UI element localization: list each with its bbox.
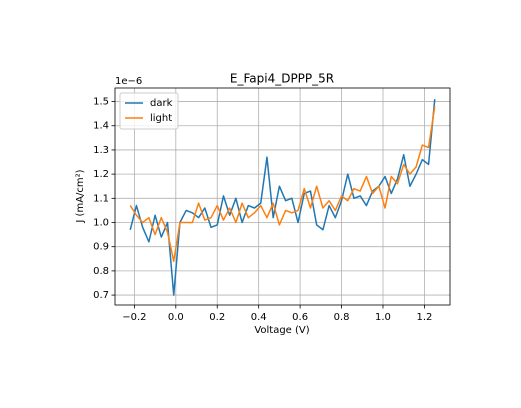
y-tick-label: 1.0	[93, 218, 109, 229]
legend-label: dark	[150, 98, 173, 109]
y-tick-label: 1.4	[93, 121, 109, 132]
x-tick-label: −0.2	[122, 312, 146, 323]
x-tick-label: 0.2	[209, 312, 225, 323]
y-tick-label: 0.7	[93, 290, 109, 301]
x-tick-label: 0.0	[168, 312, 184, 323]
x-tick-label: 1.0	[375, 312, 391, 323]
x-tick-label: 0.8	[334, 312, 350, 323]
data-line	[129, 106, 436, 262]
y-axis-label: J (mA/cm²)	[75, 169, 86, 223]
y-tick-label: 0.9	[93, 242, 109, 253]
y-offset-label: 1e−6	[115, 76, 142, 87]
data-line	[129, 99, 436, 296]
x-tick-label: 0.6	[292, 312, 308, 323]
y-tick-label: 1.3	[93, 145, 109, 156]
legend-box	[119, 92, 179, 130]
x-axis-label: Voltage (V)	[254, 325, 309, 336]
x-tick-label: 0.4	[251, 312, 267, 323]
y-tick-label: 0.8	[93, 266, 109, 277]
y-tick-label: 1.2	[93, 169, 109, 180]
x-tick-label: 1.2	[416, 312, 432, 323]
y-tick-label: 1.5	[93, 97, 109, 108]
plot-frame	[114, 87, 451, 306]
y-tick-label: 1.1	[93, 193, 109, 204]
legend-label: light	[150, 113, 172, 124]
chart-title: E_Fapi4_DPPP_5R	[230, 72, 334, 86]
